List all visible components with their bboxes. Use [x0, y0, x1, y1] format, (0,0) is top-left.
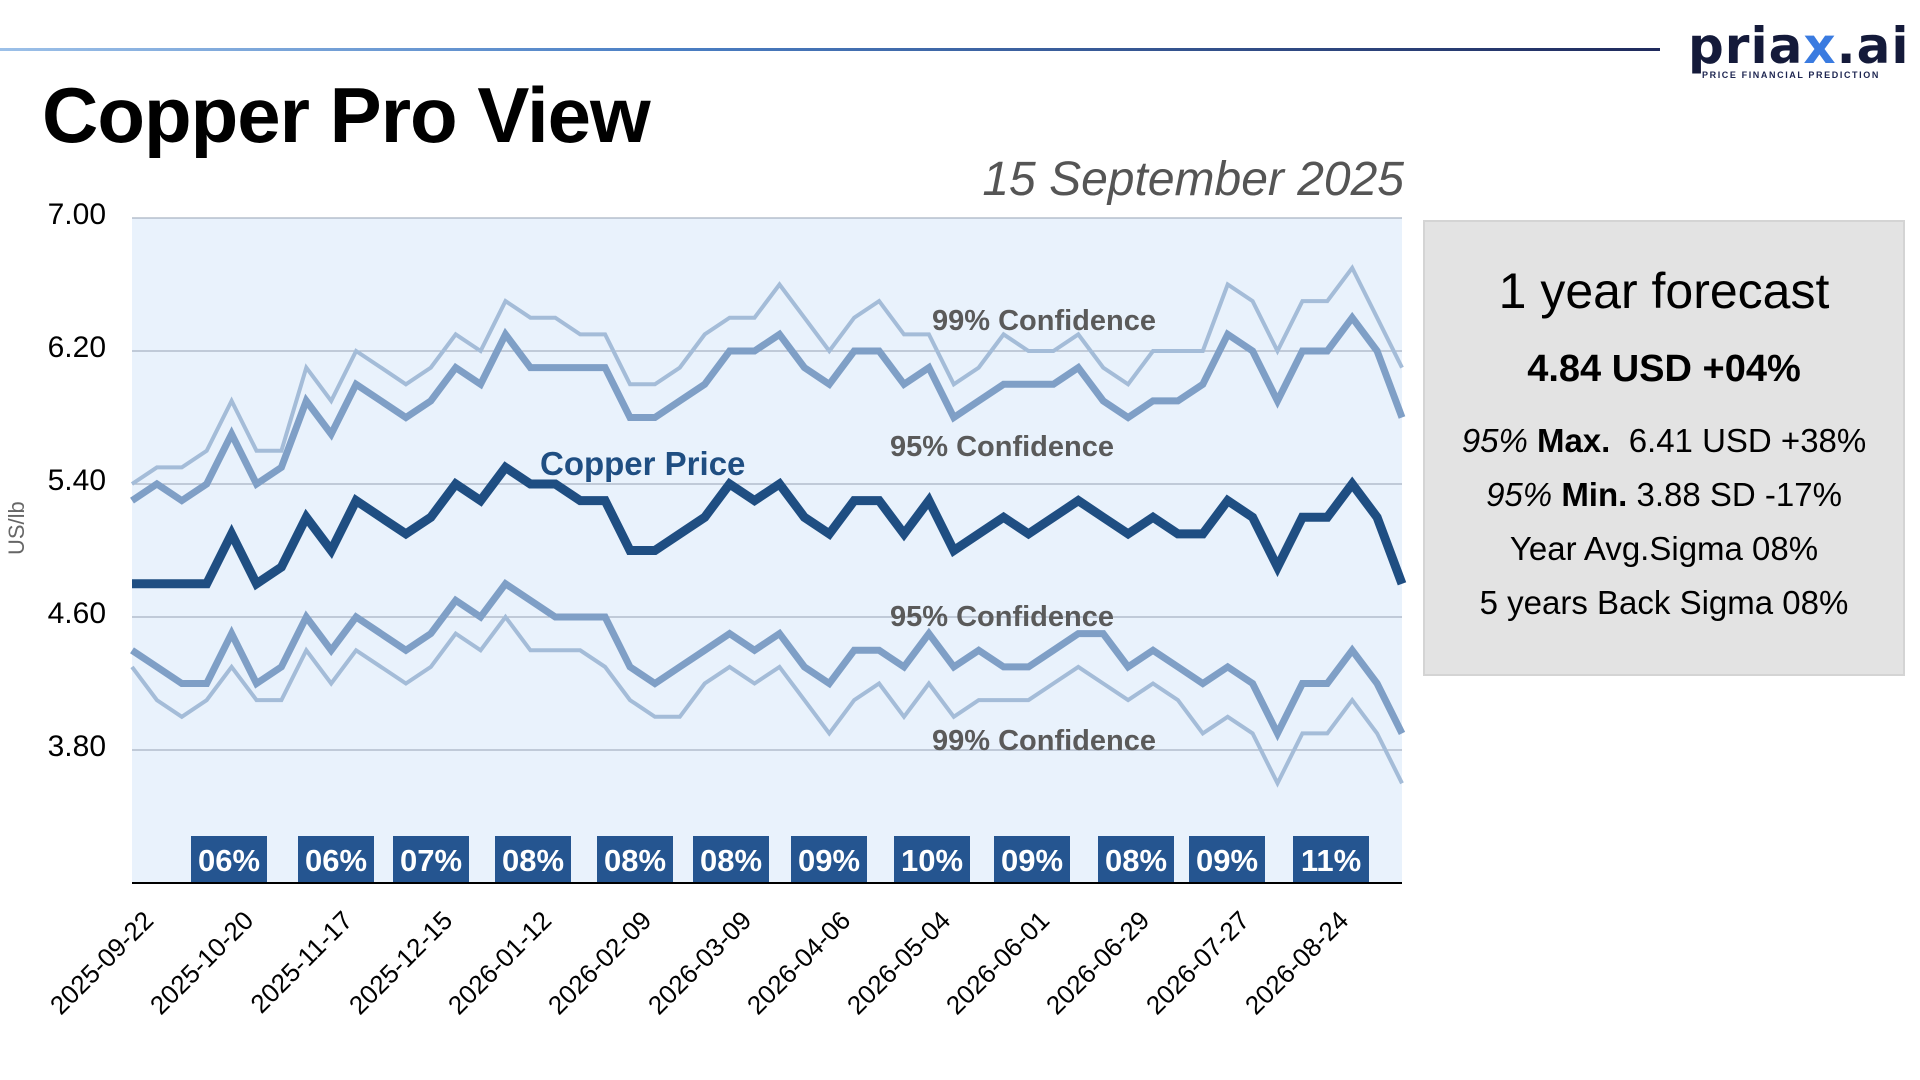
annotation-99-confidence: 99% Confidence — [932, 725, 1156, 757]
annotation-99-confidence: 99% Confidence — [932, 305, 1156, 337]
y-tick-label: 7.00 — [47, 198, 106, 231]
logo-tagline: PRICE FINANCIAL PREDICTION — [1702, 70, 1880, 80]
series-line-95-confidence-lower — [130, 579, 1406, 742]
max-confidence: 95% — [1461, 422, 1528, 459]
page-title: Copper Pro View — [42, 71, 651, 159]
logo-wordmark: priax.ai — [1688, 17, 1908, 75]
sigma-badge-label: 10% — [901, 843, 963, 878]
priax-logo: priax.ai PRICE FINANCIAL PREDICTION — [1688, 17, 1908, 90]
sigma-badge-label: 11% — [1301, 843, 1361, 878]
forecast-heading: 1 year forecast — [1498, 263, 1830, 319]
logo-text-prefix: pria — [1688, 17, 1804, 75]
forecast-max-row: 95% Max. 6.41 USD +38% — [1425, 421, 1903, 461]
series-line-copper-price — [132, 461, 1407, 591]
sigma-badge-label: 09% — [1001, 843, 1063, 878]
y-axis-title: US/lb — [4, 501, 29, 555]
min-label: Min. — [1561, 476, 1628, 513]
sigma-badge-label: 09% — [1196, 843, 1258, 878]
forecast-panel: 1 year forecast 4.84 USD +04% 95% Max. 6… — [1423, 220, 1905, 676]
sigma-badge — [894, 836, 970, 882]
header-rule — [0, 48, 1660, 51]
sigma-badge — [1098, 836, 1174, 882]
forecast-min-row: 95% Min. 3.88 SD -17% — [1425, 475, 1903, 515]
series-line-95-confidence-upper — [130, 311, 1406, 505]
max-value: 6.41 USD +38% — [1628, 422, 1867, 459]
annotation-95-confidence: 95% Confidence — [890, 601, 1114, 633]
sigma-badge — [597, 836, 673, 882]
report-date: 15 September 2025 — [982, 153, 1404, 206]
max-label: Max. — [1536, 422, 1611, 459]
back-sigma: 5 years Back Sigma 08% — [1479, 584, 1849, 621]
sigma-badge — [1293, 836, 1369, 882]
series-line-99-confidence-lower — [130, 613, 1404, 788]
y-tick-label: 3.80 — [47, 730, 106, 763]
sigma-badge — [495, 836, 571, 882]
annotation-95-confidence: 95% Confidence — [890, 431, 1114, 463]
sigma-badge-label: 08% — [604, 843, 666, 878]
plot-area — [132, 218, 1402, 883]
sigma-badge-label: 08% — [1105, 843, 1167, 878]
logo-text-x: x — [1803, 17, 1837, 75]
sigma-badge-label: 06% — [198, 843, 260, 878]
sigma-badge — [191, 836, 267, 882]
min-confidence: 95% — [1486, 476, 1553, 513]
sigma-badge-label: 09% — [798, 843, 860, 878]
sigma-badge-label: 06% — [305, 843, 367, 878]
sigma-badge — [1189, 836, 1265, 882]
sigma-badge-label: 07% — [400, 843, 462, 878]
y-tick-label: 5.40 — [47, 464, 106, 497]
forecast-chart: Copper Price 99% Confidence 95% Confidence… — [130, 217, 1407, 884]
y-tick-label: 6.20 — [47, 331, 106, 364]
forecast-value: 4.84 USD +04% — [1527, 348, 1801, 390]
sigma-badge — [298, 836, 374, 882]
y-tick-label: 4.60 — [47, 597, 106, 630]
year-avg-sigma: Year Avg.Sigma 08% — [1509, 530, 1819, 567]
series-line-99-confidence-upper — [130, 264, 1404, 486]
sigma-badge — [791, 836, 867, 882]
sigma-badge-label: 08% — [502, 843, 564, 878]
annotation-copper-price: Copper Price — [540, 445, 745, 482]
logo-text-suffix: .ai — [1836, 17, 1910, 75]
sigma-badge — [393, 836, 469, 882]
min-value: 3.88 SD -17% — [1636, 476, 1842, 513]
sigma-badge — [693, 836, 769, 882]
sigma-badge-label: 08% — [700, 843, 762, 878]
sigma-badge — [994, 836, 1070, 882]
